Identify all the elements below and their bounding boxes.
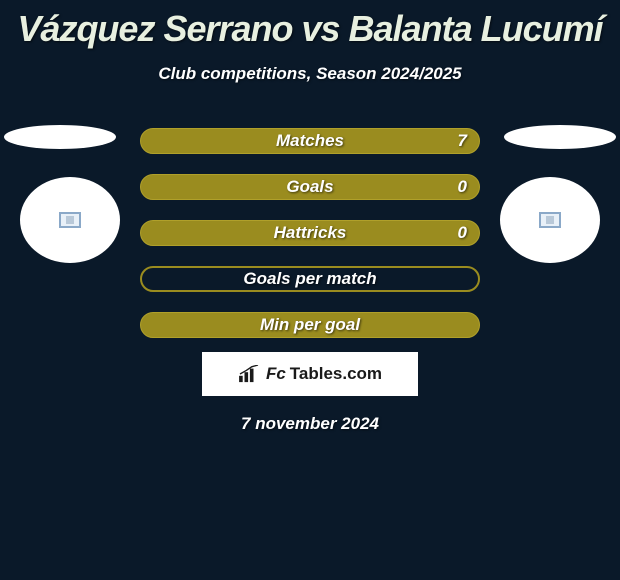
stat-label: Goals per match — [243, 269, 376, 289]
stat-label: Matches — [276, 131, 344, 151]
stat-row-hattricks: Hattricks 0 — [140, 220, 480, 246]
brand-text-fc: Fc — [266, 364, 286, 384]
footer-date: 7 november 2024 — [0, 414, 620, 434]
stats-container: Matches 7 Goals 0 Hattricks 0 Goals per … — [0, 128, 620, 338]
brand-chart-icon — [238, 365, 260, 383]
brand-badge[interactable]: FcTables.com — [202, 352, 418, 396]
page-subtitle: Club competitions, Season 2024/2025 — [0, 64, 620, 84]
stat-row-matches: Matches 7 — [140, 128, 480, 154]
stat-label: Goals — [286, 177, 333, 197]
stat-row-min-per-goal: Min per goal — [140, 312, 480, 338]
brand-text-tables: Tables.com — [290, 364, 382, 384]
stat-row-goals: Goals 0 — [140, 174, 480, 200]
stat-label: Hattricks — [274, 223, 347, 243]
brand-text: FcTables.com — [238, 364, 382, 384]
stat-value: 0 — [458, 223, 467, 243]
stat-label: Min per goal — [260, 315, 360, 335]
page-title: Vázquez Serrano vs Balanta Lucumí — [0, 0, 620, 50]
stat-row-goals-per-match: Goals per match — [140, 266, 480, 292]
stat-value: 7 — [458, 131, 467, 151]
stat-value: 0 — [458, 177, 467, 197]
